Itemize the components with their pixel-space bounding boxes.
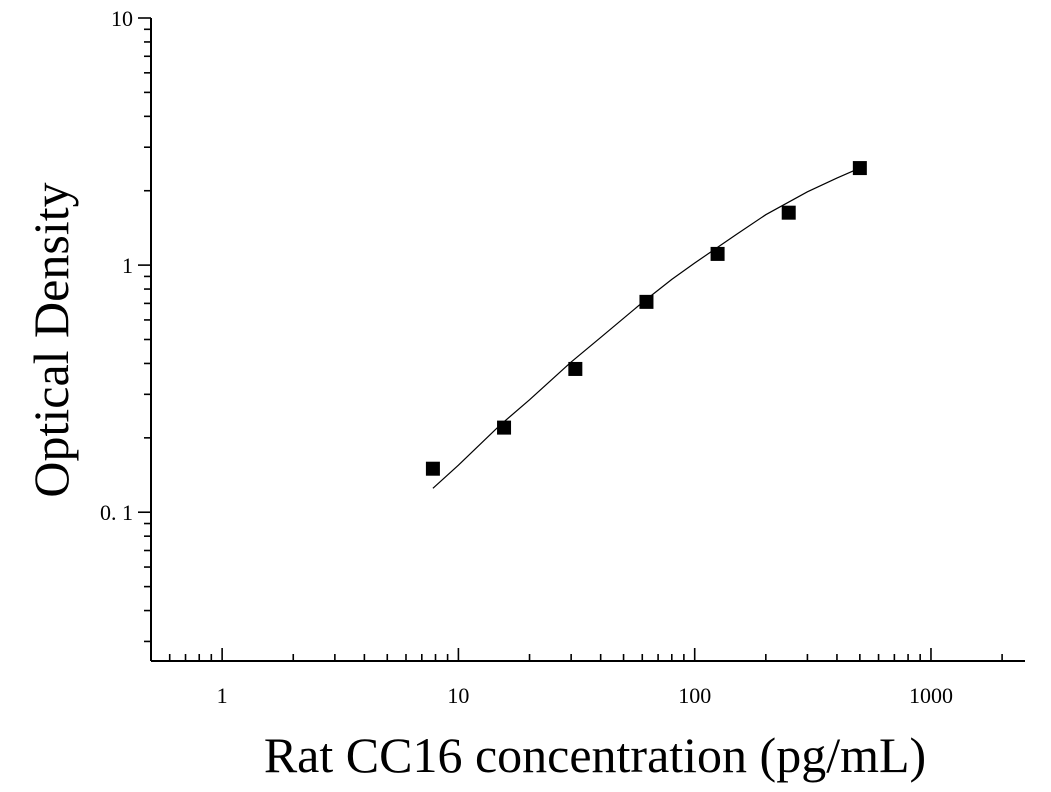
- x-axis-tick-labels: 1 10 100 1000: [217, 683, 953, 708]
- x-axis-major-ticks: [221, 648, 932, 661]
- y-axis-minor-ticks: [144, 28, 151, 643]
- data-point-marker: [425, 461, 440, 476]
- fit-curve: [432, 167, 861, 489]
- data-point-marker: [497, 420, 512, 435]
- data-point-marker: [852, 161, 867, 176]
- data-point-marker: [639, 294, 654, 309]
- x-tick-label: 10: [447, 683, 469, 708]
- x-axis-title: Rat CC16 concentration (pg/mL): [264, 727, 926, 783]
- y-tick-label: 10: [111, 6, 133, 31]
- y-tick-label: 1: [122, 253, 133, 278]
- y-tick-label: 0. 1: [100, 500, 133, 525]
- x-tick-label: 100: [678, 683, 711, 708]
- x-axis-minor-ticks: [150, 654, 1003, 661]
- y-axis-tick-labels: 0. 1 1 10: [100, 6, 133, 525]
- data-point-marker: [710, 246, 725, 261]
- y-axis-title: Optical Density: [23, 182, 79, 497]
- x-tick-label: 1000: [909, 683, 953, 708]
- data-point-marker: [568, 361, 583, 376]
- x-tick-label: 1: [217, 683, 228, 708]
- y-axis-major-ticks: [138, 17, 151, 514]
- data-point-marker: [781, 205, 796, 220]
- data-points: [425, 161, 867, 476]
